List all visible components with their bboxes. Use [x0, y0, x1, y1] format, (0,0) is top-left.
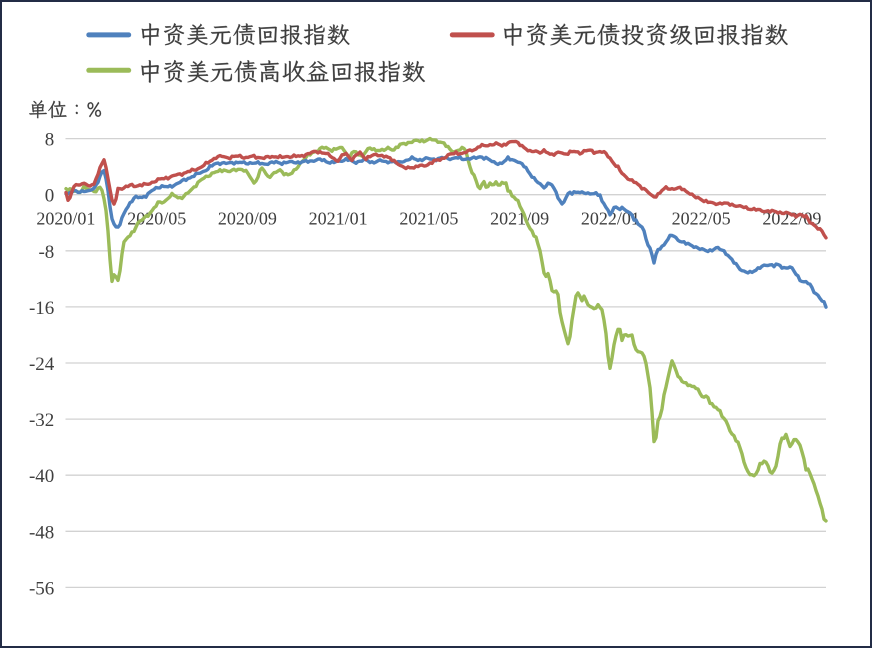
svg-text:-16: -16	[29, 298, 54, 319]
svg-text:-56: -56	[29, 578, 54, 599]
svg-text:2020/09: 2020/09	[218, 208, 277, 228]
svg-text:-8: -8	[38, 242, 54, 263]
svg-text:2021/01: 2021/01	[309, 208, 368, 228]
svg-text:0: 0	[45, 186, 55, 207]
svg-text:-40: -40	[29, 466, 54, 487]
svg-text:-24: -24	[29, 354, 55, 375]
svg-text:-48: -48	[29, 522, 54, 543]
svg-text:2022/01: 2022/01	[581, 208, 640, 228]
svg-text:8: 8	[45, 130, 55, 151]
svg-text:2021/05: 2021/05	[399, 208, 458, 228]
svg-text:2021/09: 2021/09	[490, 208, 549, 228]
svg-text:2020/01: 2020/01	[36, 208, 95, 228]
svg-text:2020/05: 2020/05	[127, 208, 186, 228]
svg-text:2022/05: 2022/05	[672, 208, 731, 228]
svg-text:-32: -32	[29, 410, 54, 431]
